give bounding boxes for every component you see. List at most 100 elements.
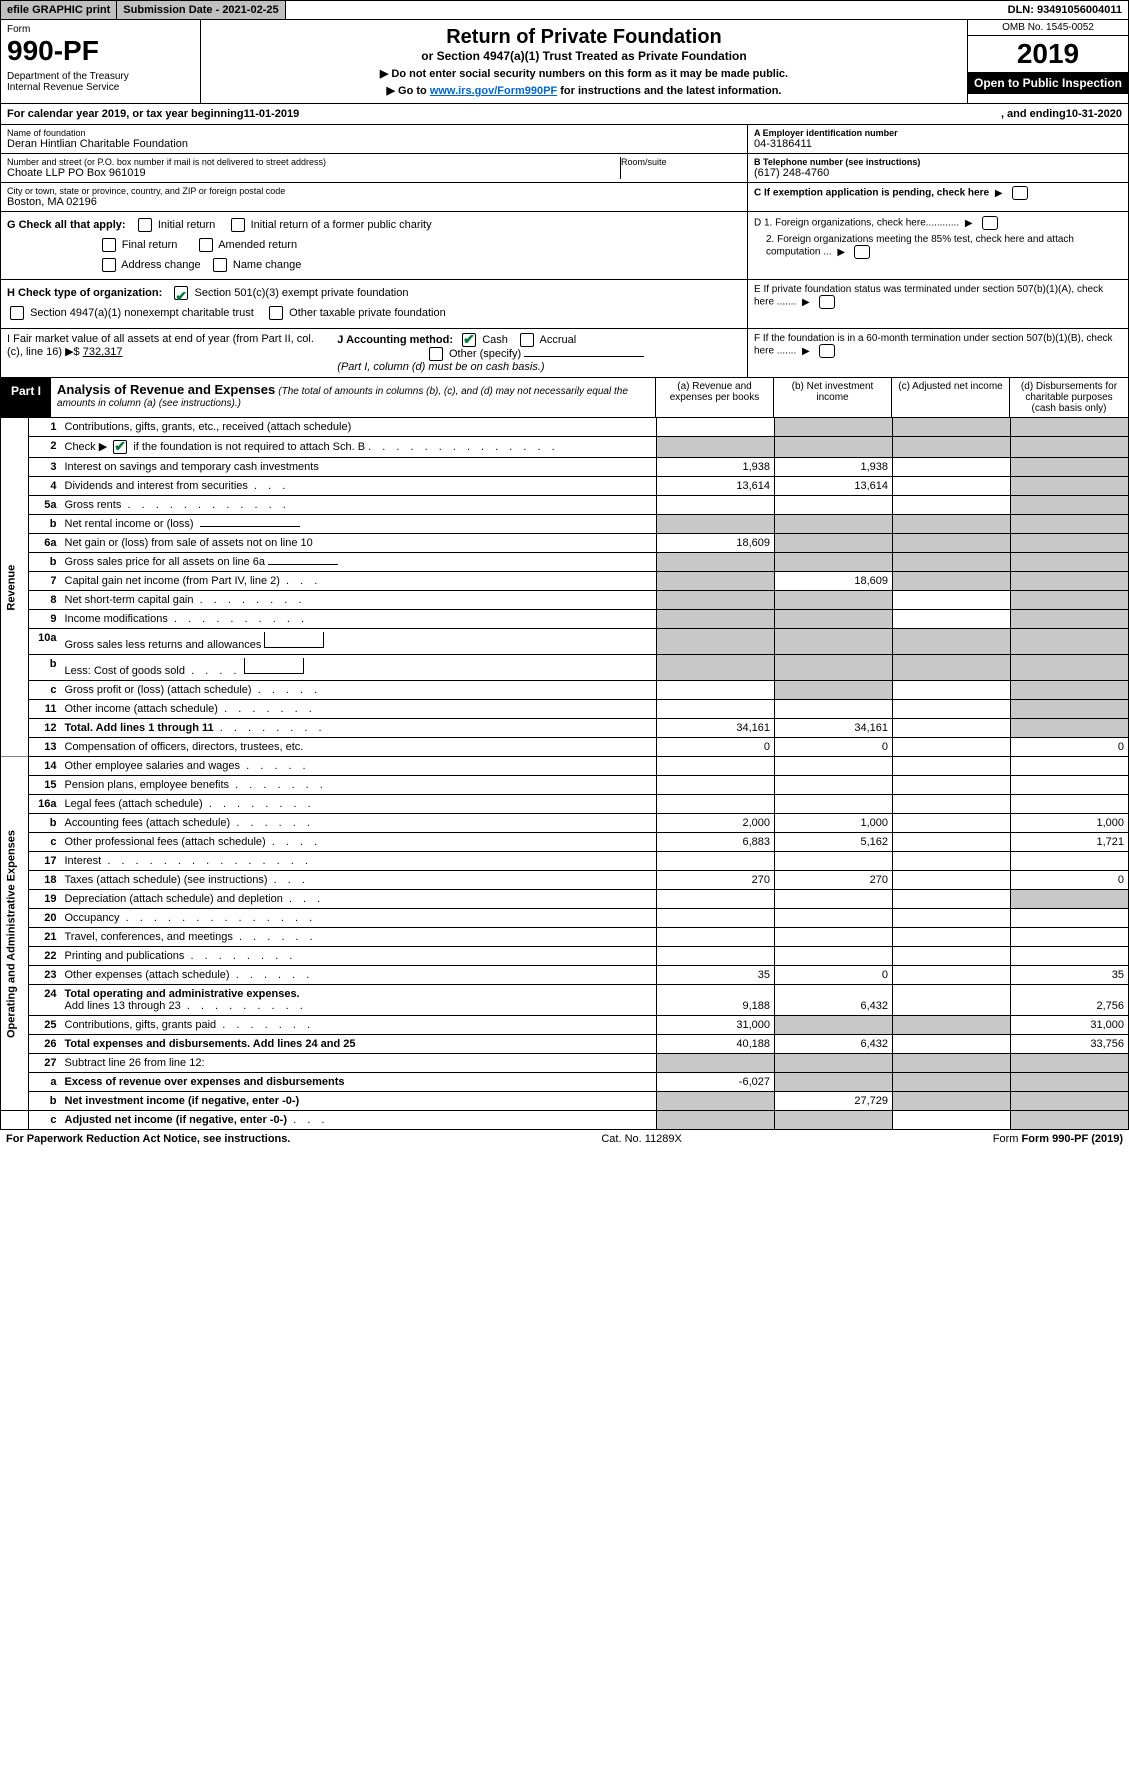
form-header: Form 990-PF Department of the Treasury I… bbox=[0, 20, 1129, 104]
table-row: 24Total operating and administrative exp… bbox=[1, 985, 1129, 1016]
table-row: Revenue 1Contributions, gifts, grants, e… bbox=[1, 418, 1129, 437]
form-title: Return of Private Foundation bbox=[211, 26, 957, 49]
cell-value: 2,000 bbox=[657, 814, 775, 833]
table-row: 18Taxes (attach schedule) (see instructi… bbox=[1, 871, 1129, 890]
opt-other-method: Other (specify) bbox=[449, 348, 521, 360]
row-desc: Other employee salaries and wages . . . … bbox=[61, 757, 657, 776]
table-row: aExcess of revenue over expenses and dis… bbox=[1, 1073, 1129, 1092]
row-desc: Net short-term capital gain . . . . . . … bbox=[61, 591, 657, 610]
cell-value: 27,729 bbox=[775, 1092, 893, 1111]
table-row: bAccounting fees (attach schedule) . . .… bbox=[1, 814, 1129, 833]
table-row: 26Total expenses and disbursements. Add … bbox=[1, 1035, 1129, 1054]
table-row: 25Contributions, gifts, grants paid . . … bbox=[1, 1016, 1129, 1035]
section-j-note: (Part I, column (d) must be on cash basi… bbox=[337, 361, 544, 373]
dln: DLN: 93491056004011 bbox=[1002, 1, 1128, 19]
cell-value: 1,721 bbox=[1011, 833, 1129, 852]
cell-value: 0 bbox=[657, 738, 775, 757]
part1-title: Analysis of Revenue and Expenses bbox=[57, 382, 275, 397]
form-label: Form bbox=[7, 24, 194, 35]
col-d-header: (d) Disbursements for charitable purpose… bbox=[1010, 378, 1128, 417]
cell-value: 2,756 bbox=[1011, 985, 1129, 1016]
row-desc: Less: Cost of goods sold . . . . bbox=[61, 655, 657, 681]
calendar-year-row: For calendar year 2019, or tax year begi… bbox=[0, 104, 1129, 125]
row-desc: Compensation of officers, directors, tru… bbox=[61, 738, 657, 757]
cell-value: 35 bbox=[657, 966, 775, 985]
page-footer: For Paperwork Reduction Act Notice, see … bbox=[0, 1130, 1129, 1148]
checkbox-amended-return[interactable] bbox=[199, 238, 213, 252]
checkbox-sch-b[interactable] bbox=[113, 440, 127, 454]
checkbox-501c3[interactable] bbox=[174, 286, 188, 300]
address: Choate LLP PO Box 961019 bbox=[7, 167, 620, 179]
checkbox-initial-former[interactable] bbox=[231, 218, 245, 232]
row-desc: Other income (attach schedule) . . . . .… bbox=[61, 700, 657, 719]
opt-final-return: Final return bbox=[122, 239, 178, 251]
opt-initial-former: Initial return of a former public charit… bbox=[251, 219, 432, 231]
row-desc: Other expenses (attach schedule) . . . .… bbox=[61, 966, 657, 985]
section-h-label: H Check type of organization: bbox=[7, 287, 162, 299]
goto-note: ▶ Go to www.irs.gov/Form990PF for instru… bbox=[211, 84, 957, 97]
cell-value: 1,000 bbox=[1011, 814, 1129, 833]
city-label: City or town, state or province, country… bbox=[7, 186, 741, 196]
checkbox-final-return[interactable] bbox=[102, 238, 116, 252]
checkbox-4947[interactable] bbox=[10, 306, 24, 320]
table-row: 8Net short-term capital gain . . . . . .… bbox=[1, 591, 1129, 610]
row-desc: Travel, conferences, and meetings . . . … bbox=[61, 928, 657, 947]
row-desc: Contributions, gifts, grants, etc., rece… bbox=[61, 418, 657, 437]
cell-value: 6,883 bbox=[657, 833, 775, 852]
section-c-label: C If exemption application is pending, c… bbox=[754, 188, 989, 199]
table-row: 7Capital gain net income (from Part IV, … bbox=[1, 572, 1129, 591]
checkbox-e[interactable] bbox=[819, 295, 835, 309]
identity-block: Name of foundation Deran Hintlian Charit… bbox=[0, 125, 1129, 212]
form-footer-label: Form Form 990-PF (2019) bbox=[993, 1133, 1123, 1145]
opt-initial-return: Initial return bbox=[158, 219, 215, 231]
row-desc: Other professional fees (attach schedule… bbox=[61, 833, 657, 852]
row-desc: Subtract line 26 from line 12: bbox=[61, 1054, 657, 1073]
col-b-header: (b) Net investment income bbox=[774, 378, 892, 417]
cell-value: 35 bbox=[1011, 966, 1129, 985]
gross-sales-price bbox=[268, 564, 338, 565]
checkbox-c[interactable] bbox=[1012, 186, 1028, 200]
submission-date: Submission Date - 2021-02-25 bbox=[117, 1, 285, 19]
opt-4947: Section 4947(a)(1) nonexempt charitable … bbox=[30, 307, 254, 319]
row-desc: Income modifications . . . . . . . . . . bbox=[61, 610, 657, 629]
checkbox-address-change[interactable] bbox=[102, 258, 116, 272]
table-row: 22Printing and publications . . . . . . … bbox=[1, 947, 1129, 966]
irs-link[interactable]: www.irs.gov/Form990PF bbox=[430, 85, 557, 97]
checkbox-other-method[interactable] bbox=[429, 347, 443, 361]
top-bar: efile GRAPHIC print Submission Date - 20… bbox=[0, 0, 1129, 20]
omb-number: OMB No. 1545-0052 bbox=[968, 20, 1128, 36]
col-a-header: (a) Revenue and expenses per books bbox=[656, 378, 774, 417]
efile-print-button[interactable]: efile GRAPHIC print bbox=[1, 1, 117, 19]
row-desc: Check ▶ if the foundation is not require… bbox=[61, 436, 657, 457]
checkbox-f[interactable] bbox=[819, 344, 835, 358]
cell-value: 1,938 bbox=[657, 458, 775, 477]
row-desc: Pension plans, employee benefits . . . .… bbox=[61, 776, 657, 795]
catalog-number: Cat. No. 11289X bbox=[601, 1133, 682, 1145]
table-row: bLess: Cost of goods sold . . . . bbox=[1, 655, 1129, 681]
checkbox-accrual[interactable] bbox=[520, 333, 534, 347]
cell-value: 34,161 bbox=[657, 719, 775, 738]
ein-label: A Employer identification number bbox=[754, 128, 1122, 138]
cell-value: 270 bbox=[657, 871, 775, 890]
telephone-label: B Telephone number (see instructions) bbox=[754, 157, 1122, 167]
checkbox-other-taxable[interactable] bbox=[269, 306, 283, 320]
telephone: (617) 248-4760 bbox=[754, 167, 1122, 179]
table-row: 2Check ▶ if the foundation is not requir… bbox=[1, 436, 1129, 457]
cell-value: 31,000 bbox=[1011, 1016, 1129, 1035]
table-row: 12Total. Add lines 1 through 11 . . . . … bbox=[1, 719, 1129, 738]
part1-table: Revenue 1Contributions, gifts, grants, e… bbox=[0, 418, 1129, 1130]
table-row: bGross sales price for all assets on lin… bbox=[1, 553, 1129, 572]
checkbox-d2[interactable] bbox=[854, 245, 870, 259]
checkbox-d1[interactable] bbox=[982, 216, 998, 230]
checkbox-name-change[interactable] bbox=[213, 258, 227, 272]
row-desc: Gross rents . . . . . . . . . . . . bbox=[61, 496, 657, 515]
section-j-label: J Accounting method: bbox=[337, 334, 453, 346]
row-desc: Occupancy . . . . . . . . . . . . . . bbox=[61, 909, 657, 928]
checkbox-initial-return[interactable] bbox=[138, 218, 152, 232]
checks-block: G Check all that apply: Initial return I… bbox=[0, 212, 1129, 378]
col-c-header: (c) Adjusted net income bbox=[892, 378, 1010, 417]
checkbox-cash[interactable] bbox=[462, 333, 476, 347]
pra-notice: For Paperwork Reduction Act Notice, see … bbox=[6, 1133, 290, 1145]
table-row: 10aGross sales less returns and allowanc… bbox=[1, 629, 1129, 655]
cell-value: 40,188 bbox=[657, 1035, 775, 1054]
